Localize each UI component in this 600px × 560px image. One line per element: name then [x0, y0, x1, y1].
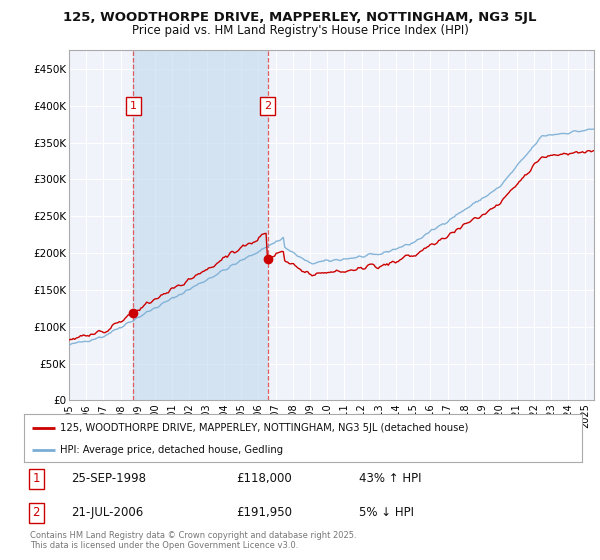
Text: 43% ↑ HPI: 43% ↑ HPI: [359, 473, 421, 486]
Text: HPI: Average price, detached house, Gedling: HPI: Average price, detached house, Gedl…: [60, 445, 283, 455]
Text: 1: 1: [130, 101, 137, 111]
Text: Price paid vs. HM Land Registry's House Price Index (HPI): Price paid vs. HM Land Registry's House …: [131, 24, 469, 36]
Text: 1: 1: [32, 473, 40, 486]
Text: 5% ↓ HPI: 5% ↓ HPI: [359, 506, 414, 519]
Text: 21-JUL-2006: 21-JUL-2006: [71, 506, 143, 519]
Text: 25-SEP-1998: 25-SEP-1998: [71, 473, 146, 486]
Text: £191,950: £191,950: [236, 506, 292, 519]
Text: £118,000: £118,000: [236, 473, 292, 486]
Text: 2: 2: [32, 506, 40, 519]
Text: 125, WOODTHORPE DRIVE, MAPPERLEY, NOTTINGHAM, NG3 5JL (detached house): 125, WOODTHORPE DRIVE, MAPPERLEY, NOTTIN…: [60, 423, 469, 433]
Text: 125, WOODTHORPE DRIVE, MAPPERLEY, NOTTINGHAM, NG3 5JL: 125, WOODTHORPE DRIVE, MAPPERLEY, NOTTIN…: [63, 11, 537, 24]
Text: Contains HM Land Registry data © Crown copyright and database right 2025.
This d: Contains HM Land Registry data © Crown c…: [30, 531, 356, 550]
Bar: [133, 50, 268, 400]
Text: 2: 2: [264, 101, 271, 111]
